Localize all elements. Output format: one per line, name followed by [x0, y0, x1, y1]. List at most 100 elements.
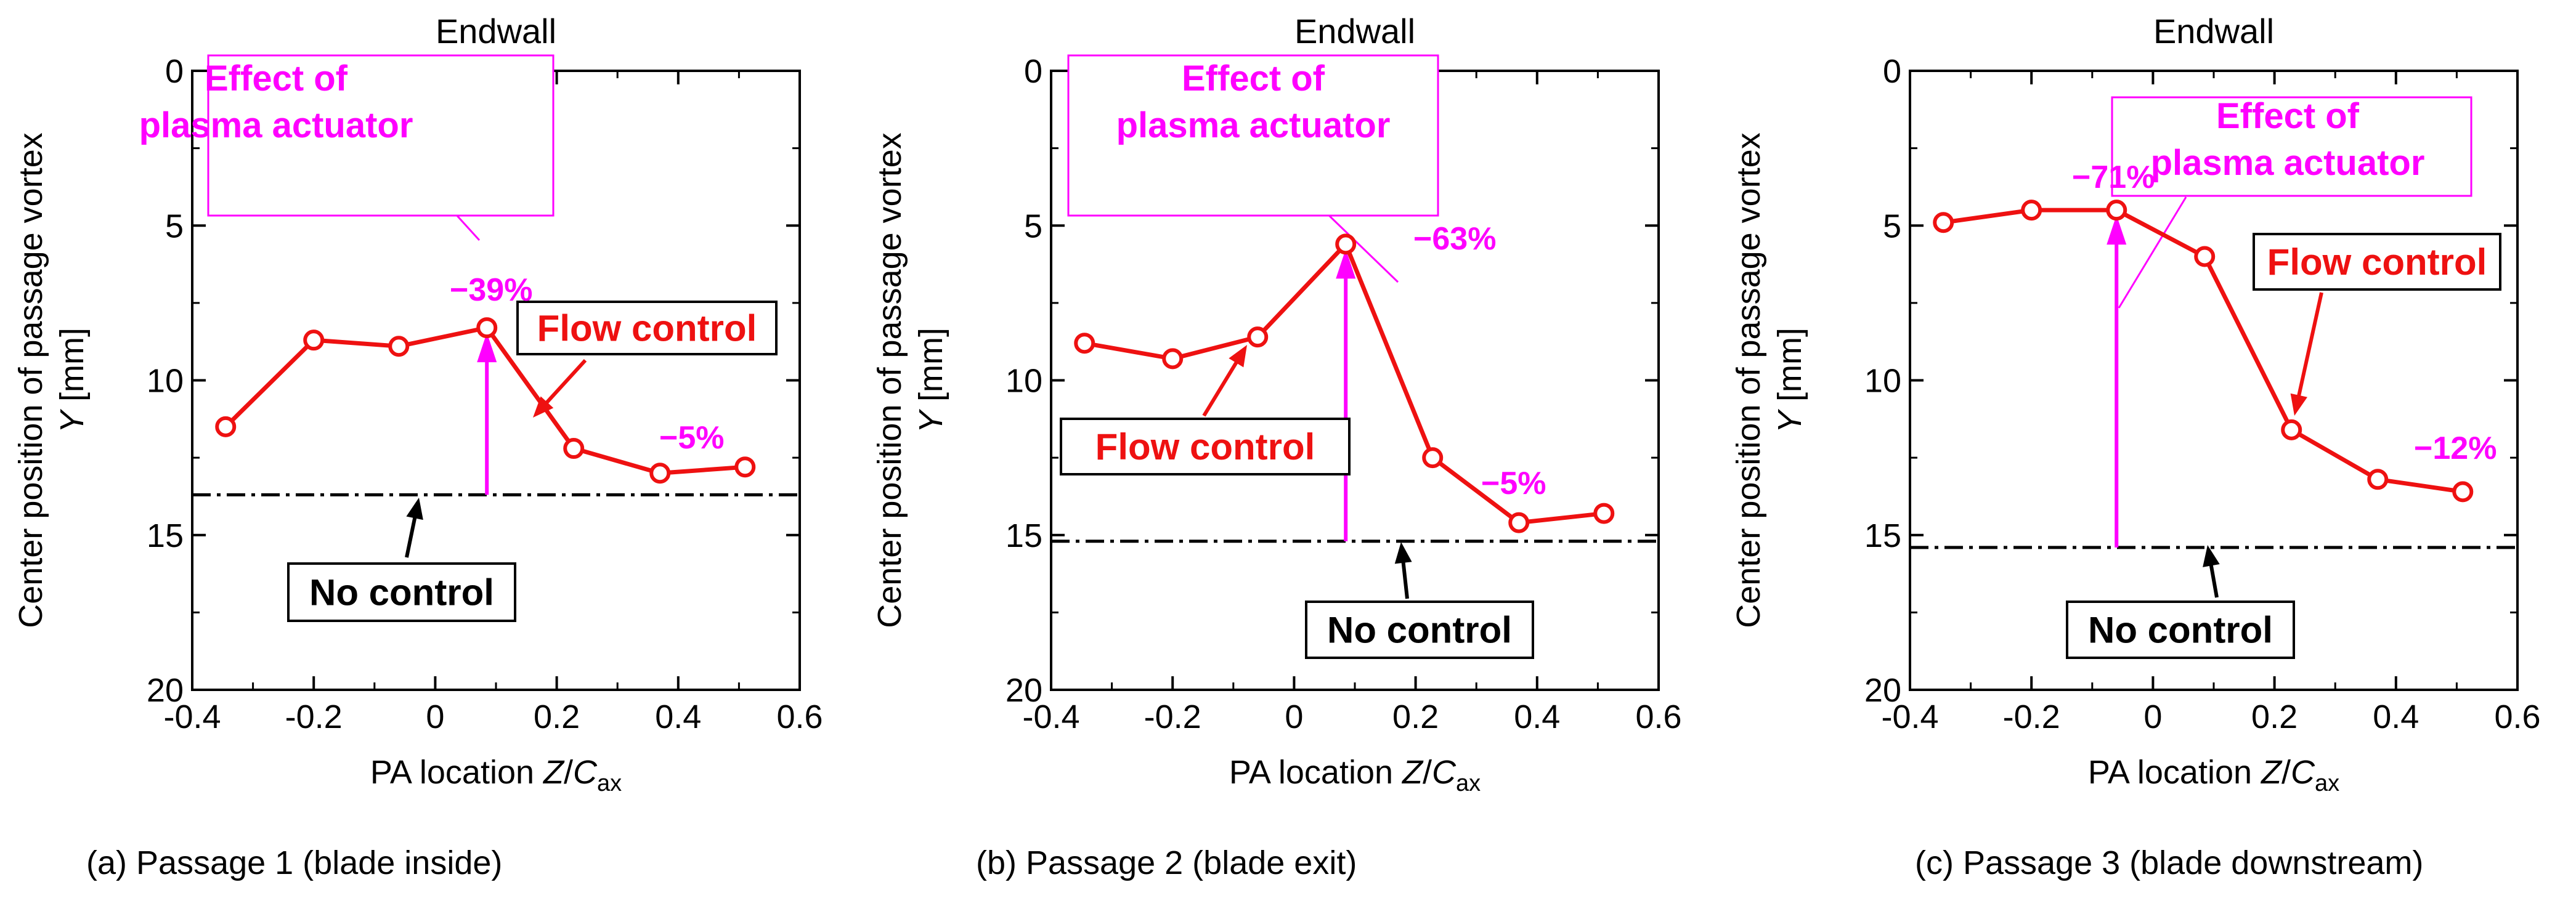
- x-tick-label: 0.2: [534, 698, 580, 735]
- data-point: [2021, 200, 2042, 221]
- data-point: [476, 317, 498, 339]
- no-control-label: No control: [309, 572, 494, 613]
- flow-control-label: Flow control: [2267, 241, 2487, 283]
- y-tick-label: 10: [1006, 363, 1042, 400]
- chart-caption: (b) Passage 2 (blade exit): [976, 844, 1357, 881]
- no-control-label: No control: [1327, 610, 1512, 651]
- chart-svg: Endwall -0.4 -0.2 0 0.2 0.4 0.6 0 5 10 15 20 PA loca…: [12, 12, 823, 796]
- flow-control-arrow-shaft: [2296, 292, 2323, 400]
- y-tick-label: 10: [147, 363, 184, 400]
- y-axis-label-var: Y: [912, 408, 949, 433]
- no-control-arrow-head: [1394, 542, 1412, 564]
- percent-main-label: −63%: [1413, 221, 1496, 257]
- chart-caption: (c) Passage 3 (blade downstream): [1915, 844, 2424, 881]
- data-point: [1593, 503, 1615, 524]
- x-tick-label: 0: [1285, 698, 1303, 735]
- no-control-label: No control: [2088, 610, 2273, 651]
- chart-title: Endwall: [436, 12, 556, 51]
- y-axis-label-line1: Center position of passage vortex: [12, 132, 49, 628]
- y-tick-label: 20: [1006, 672, 1042, 709]
- x-tick-label: -0.2: [2003, 698, 2060, 735]
- data-point: [2367, 469, 2389, 490]
- data-point: [2452, 481, 2474, 503]
- x-axis-label-slash: /: [564, 754, 573, 791]
- effect-label-line1: Effect of: [205, 59, 348, 99]
- y-axis-label-var: Y: [1771, 408, 1808, 433]
- x-axis-label-var: Z: [1401, 754, 1424, 791]
- x-tick-label: 0: [426, 698, 444, 735]
- y-tick-label: 20: [1864, 672, 1901, 709]
- y-axis-label-var: Y: [54, 408, 91, 433]
- effect-arrow-head: [2107, 215, 2127, 245]
- y-tick-label: 0: [165, 53, 184, 90]
- x-tick-label: 0.4: [2373, 698, 2419, 735]
- x-axis-label-var: Z: [2260, 754, 2283, 791]
- y-axis-label-unit: [mm]: [54, 328, 91, 411]
- flow-control-arrow-shaft: [1202, 358, 1240, 417]
- x-axis-label: PA location Z/Cax: [370, 754, 622, 796]
- x-tick-label: -0.4: [163, 698, 221, 735]
- data-point: [1247, 326, 1269, 348]
- data-point: [215, 416, 237, 437]
- chart-panel-a: Endwall -0.4 -0.2 0 0.2 0.4 0.6 0 5 10 15 20 PA loca…: [0, 0, 859, 906]
- data-point: [1335, 233, 1357, 255]
- y-tick-label: 5: [165, 208, 184, 245]
- flow-control-arrow-head: [533, 396, 554, 418]
- flow-control-arrow-shaft: [543, 358, 587, 406]
- flow-control-label-box: [2253, 233, 2501, 291]
- flow-control-label-box: [516, 301, 778, 355]
- y-axis-label-line1: Center position of passage vortex: [1730, 132, 1767, 628]
- x-axis-label-text: PA location: [1229, 754, 1402, 791]
- x-axis-label-sym: C: [573, 754, 598, 791]
- x-axis-label-sub: ax: [1456, 771, 1481, 796]
- percent-second-label: −12%: [2414, 431, 2497, 466]
- x-axis-label-var: Z: [542, 754, 565, 791]
- x-tick-label: 0.6: [2494, 698, 2540, 735]
- y-axis-label-line2: Y [mm]: [1771, 328, 1808, 433]
- y-tick-label: 15: [1006, 517, 1042, 554]
- effect-label-box: [207, 54, 555, 217]
- effect-label-line2: plasma actuator: [139, 105, 413, 145]
- y-axis-label-unit: [mm]: [912, 328, 949, 411]
- y-tick-label: 0: [1883, 53, 1901, 90]
- percent-second-label: −5%: [1481, 466, 1546, 501]
- percent-main-label: −39%: [450, 272, 532, 308]
- no-control-arrow-shaft: [2208, 561, 2219, 598]
- flow-control-arrow-head: [1229, 345, 1247, 368]
- effect-arrow-head: [477, 333, 497, 363]
- chart-title: Endwall: [1294, 12, 1415, 51]
- x-axis-label-slash: /: [2281, 754, 2291, 791]
- y-tick-label: 10: [1864, 363, 1901, 400]
- data-point: [1074, 333, 1095, 354]
- x-axis-label-slash: /: [1423, 754, 1432, 791]
- data-point: [563, 438, 585, 459]
- data-point: [303, 330, 325, 351]
- x-tick-label: 0.2: [2251, 698, 2298, 735]
- x-tick-label: 0.2: [1392, 698, 1439, 735]
- effect-label-line2: plasma actuator: [2151, 143, 2425, 183]
- no-control-label-box: [1305, 601, 1534, 659]
- effect-pointer-line: [2118, 196, 2187, 309]
- effect-arrow-head: [1336, 249, 1356, 279]
- flow-control-label: Flow control: [537, 308, 757, 349]
- chart-panel-b: Endwall -0.4 -0.2 0 0.2 0.4 0.6 0 5 10 15 20 PA loca…: [859, 0, 1718, 906]
- data-point: [1162, 348, 1184, 370]
- effect-label-box: [2111, 96, 2472, 197]
- y-axis-label-line2: Y [mm]: [54, 328, 91, 433]
- x-axis-label-sub: ax: [2315, 771, 2339, 796]
- data-point: [2106, 200, 2127, 221]
- no-control-label-box: [2066, 601, 2295, 659]
- data-point: [2281, 419, 2302, 440]
- data-point: [1508, 512, 1530, 533]
- no-control-arrow-shaft: [1400, 558, 1409, 599]
- data-point: [734, 456, 756, 478]
- x-tick-label: -0.4: [1022, 698, 1079, 735]
- data-point: [388, 336, 410, 357]
- no-control-arrow-shaft: [405, 514, 418, 558]
- x-tick-label: 0.4: [1514, 698, 1560, 735]
- chart-svg: Endwall -0.4 -0.2 0 0.2 0.4 0.6 0 5 10 15 20 PA loca…: [1730, 12, 2541, 796]
- x-axis-label: PA location Z/Cax: [2088, 754, 2339, 796]
- effect-label-line1: Effect of: [1182, 59, 1325, 99]
- data-point: [649, 463, 671, 484]
- y-tick-label: 20: [147, 672, 184, 709]
